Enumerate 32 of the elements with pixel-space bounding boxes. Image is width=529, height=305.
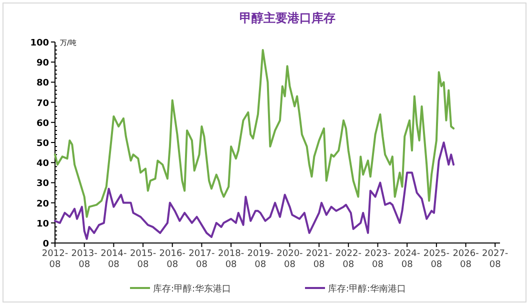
y-tick-label: 80	[36, 78, 49, 89]
chart-title: 甲醇主要港口库存	[240, 11, 336, 25]
x-tick-label: 2024- 08	[394, 249, 420, 270]
y-tick-label: 50	[36, 139, 49, 149]
y-tick-label: 20	[36, 199, 49, 210]
x-tick-label: 2012- 08	[42, 249, 68, 270]
line-series	[54, 49, 455, 218]
x-tick-label: 2022- 08	[335, 249, 362, 270]
y-tick-label: 90	[36, 58, 49, 69]
x-tick-label: 2015- 08	[130, 249, 156, 270]
y-tick-label: 30	[36, 179, 49, 190]
y-tick-label: 100	[30, 38, 49, 48]
x-tick-label: 2013- 08	[71, 249, 98, 270]
legend-label: 库存:甲醇:华南港口	[328, 284, 406, 294]
x-tick-label: 2021- 08	[306, 249, 332, 270]
y-tick-label: 70	[36, 98, 49, 109]
x-tick-label: 2017- 08	[188, 249, 215, 270]
y-tick-label: 10	[36, 219, 49, 230]
y-tick-label: 60	[36, 118, 49, 129]
y-tick-label: 0	[42, 240, 49, 250]
x-tick-label: 2019- 08	[247, 249, 274, 270]
x-tick-label: 2014- 08	[100, 249, 127, 270]
line-series	[54, 142, 455, 240]
x-tick-label: 2023- 08	[364, 249, 391, 270]
x-tick-label: 2016- 08	[159, 249, 186, 270]
y-tick-label: 40	[36, 159, 49, 170]
x-tick-label: 2026- 08	[452, 249, 479, 270]
x-tick-label: 2025- 08	[423, 249, 450, 270]
legend-label: 库存:甲醇:华东港口	[153, 284, 232, 294]
x-tick-label: 2018- 08	[218, 249, 244, 270]
x-tick-label: 2020- 08	[276, 249, 303, 270]
x-tick-label: 2027- 08	[482, 249, 508, 270]
